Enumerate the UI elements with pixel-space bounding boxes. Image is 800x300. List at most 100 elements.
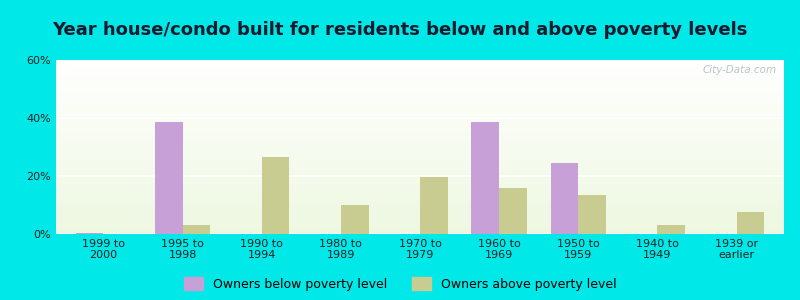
Bar [56, 182, 784, 184]
Bar [56, 65, 784, 67]
Bar [56, 158, 784, 159]
Bar [56, 204, 784, 206]
Bar [56, 110, 784, 112]
Bar [56, 185, 784, 187]
Bar [56, 163, 784, 164]
Bar [56, 81, 784, 82]
Bar [56, 175, 784, 177]
Bar [56, 225, 784, 227]
Bar [56, 67, 784, 69]
Bar [56, 227, 784, 229]
Bar [658, 225, 685, 234]
Bar [56, 60, 784, 62]
Bar [56, 100, 784, 102]
Bar [56, 126, 784, 128]
Bar [56, 197, 784, 199]
Bar [56, 114, 784, 116]
Bar [341, 205, 369, 234]
Bar [420, 178, 448, 234]
Bar [56, 164, 784, 166]
Bar [499, 188, 527, 234]
Bar [56, 138, 784, 140]
Bar [56, 72, 784, 74]
Bar [56, 156, 784, 158]
Bar [56, 151, 784, 152]
Bar [471, 122, 499, 234]
Bar [56, 90, 784, 91]
Bar [550, 163, 578, 234]
Bar [56, 184, 784, 185]
Bar [155, 122, 182, 234]
Bar [56, 180, 784, 182]
Bar [56, 212, 784, 213]
Bar [56, 136, 784, 138]
Bar [56, 140, 784, 142]
Bar [56, 91, 784, 93]
Bar [182, 225, 210, 234]
Bar [56, 130, 784, 131]
Bar [56, 119, 784, 121]
Bar [56, 123, 784, 124]
Bar [56, 224, 784, 225]
Bar [56, 177, 784, 178]
Bar [578, 195, 606, 234]
Bar [56, 178, 784, 180]
Bar [56, 169, 784, 171]
Bar [56, 142, 784, 143]
Bar [56, 147, 784, 149]
Bar [56, 93, 784, 95]
Bar [56, 86, 784, 88]
Bar [56, 135, 784, 137]
Bar [56, 84, 784, 86]
Bar [56, 128, 784, 130]
Text: City-Data.com: City-Data.com [702, 65, 777, 75]
Bar [56, 109, 784, 110]
Bar [56, 121, 784, 123]
Bar [56, 199, 784, 201]
Bar [56, 222, 784, 224]
Bar [56, 143, 784, 145]
Bar [56, 196, 784, 197]
Bar [56, 79, 784, 81]
Bar [56, 210, 784, 212]
Bar [262, 157, 290, 234]
Bar [56, 82, 784, 84]
Bar [56, 232, 784, 234]
Bar [56, 124, 784, 126]
Bar [56, 76, 784, 77]
Bar [56, 145, 784, 147]
Bar [56, 102, 784, 103]
Bar [56, 189, 784, 190]
Bar [56, 206, 784, 208]
Bar [56, 154, 784, 156]
Bar [56, 159, 784, 161]
Bar [56, 161, 784, 163]
Bar [56, 173, 784, 175]
Bar [56, 62, 784, 64]
Bar [56, 97, 784, 98]
Bar [56, 116, 784, 117]
Text: Year house/condo built for residents below and above poverty levels: Year house/condo built for residents bel… [52, 21, 748, 39]
Bar [76, 232, 103, 234]
Bar [56, 230, 784, 232]
Bar [737, 212, 764, 234]
Bar [56, 133, 784, 135]
Bar [56, 98, 784, 100]
Bar [56, 149, 784, 151]
Bar [56, 166, 784, 168]
Bar [56, 103, 784, 105]
Bar [56, 187, 784, 189]
Bar [56, 194, 784, 196]
Bar [56, 95, 784, 97]
Bar [56, 112, 784, 114]
Bar [56, 131, 784, 133]
Bar [56, 70, 784, 72]
Bar [56, 190, 784, 192]
Bar [56, 229, 784, 230]
Bar [56, 203, 784, 204]
Bar [56, 220, 784, 222]
Bar [56, 201, 784, 203]
Bar [56, 218, 784, 220]
Bar [56, 77, 784, 79]
Bar [56, 88, 784, 90]
